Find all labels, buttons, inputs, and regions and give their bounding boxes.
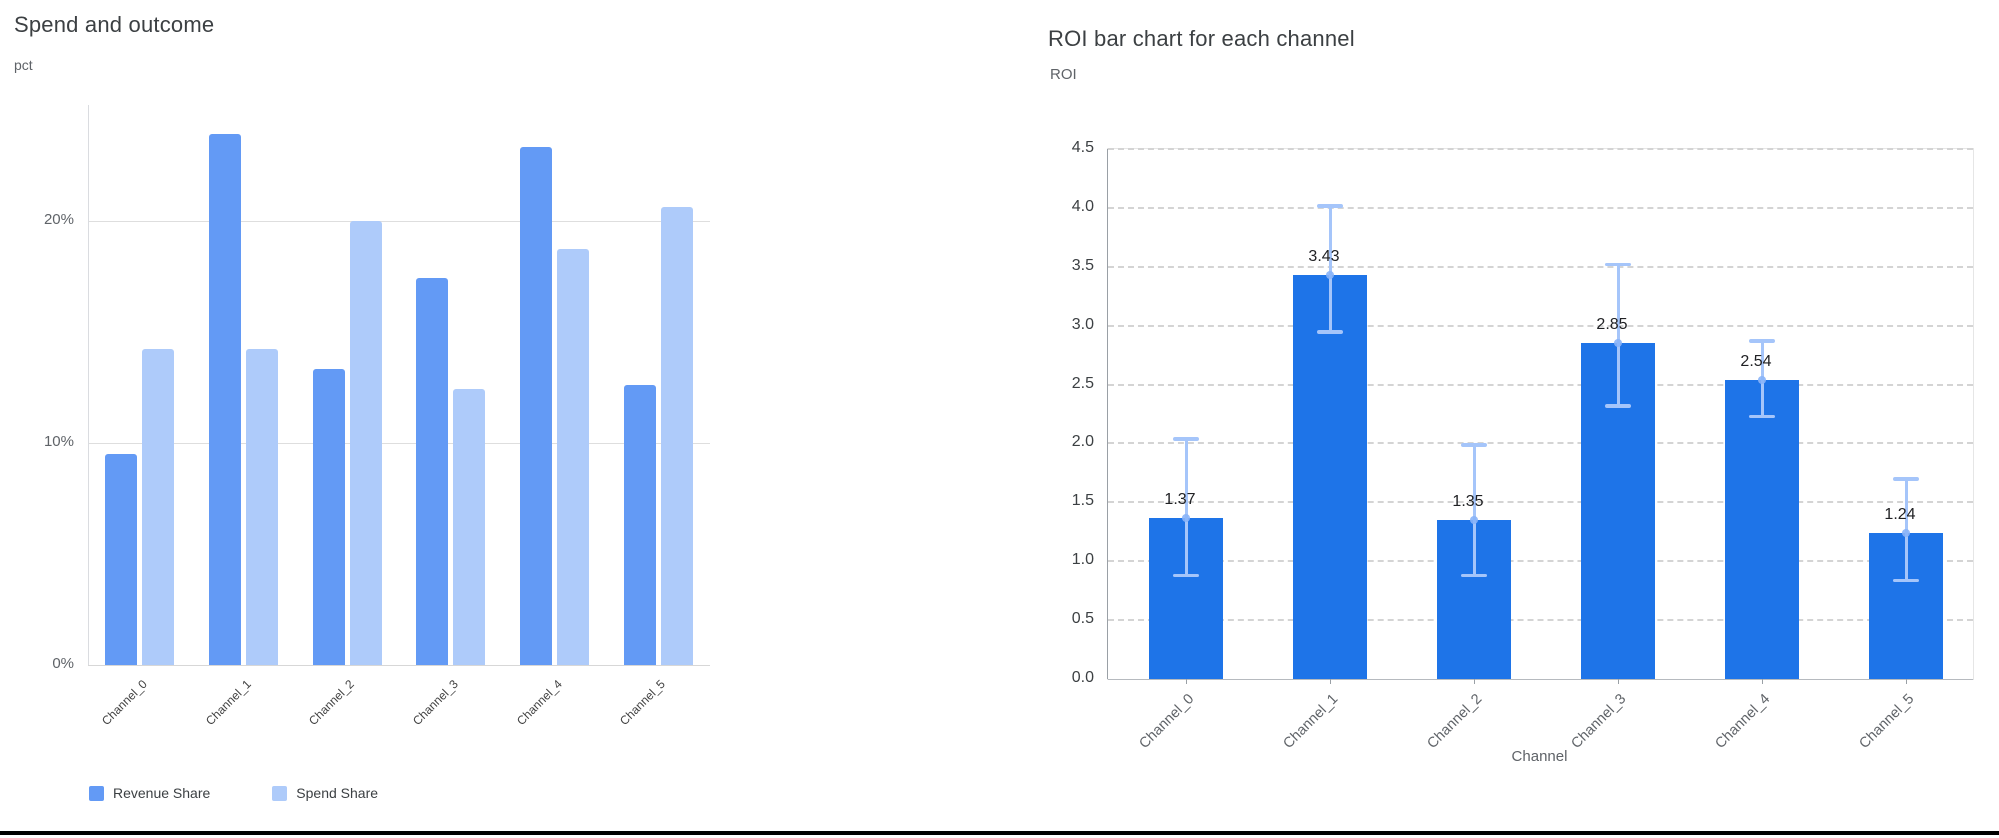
- error-bar-marker-channel_1: [1326, 271, 1334, 280]
- error-bar-cap-low-channel_2: [1461, 573, 1487, 578]
- roi-value-label-channel_5: 1.24: [1884, 505, 1916, 523]
- roi-value-label-channel_1: 3.43: [1308, 248, 1340, 266]
- bar-channel_2-revenue-share[interactable]: [312, 369, 345, 665]
- right-x-tickmark-channel_5: [1906, 679, 1907, 684]
- error-bar-line-channel_1: [1328, 205, 1332, 332]
- legend-item-spend-share[interactable]: Spend Share: [272, 785, 378, 801]
- bar-channel_3-revenue-share[interactable]: [416, 278, 449, 665]
- gridline-20%: [88, 220, 710, 222]
- left-y-tick-label: 20%: [43, 210, 74, 228]
- left-chart-legend: Revenue Share Spend Share: [89, 785, 378, 801]
- bar-channel_5-spend-share[interactable]: [660, 207, 693, 665]
- right-x-tickmark-channel_1: [1330, 679, 1331, 684]
- right-x-tickmark-channel_0: [1186, 679, 1187, 684]
- error-bar-cap-high-channel_0: [1173, 437, 1199, 441]
- bar-channel_0-revenue-share[interactable]: [105, 453, 138, 665]
- error-bar-cap-low-channel_0: [1173, 573, 1199, 578]
- left-x-tick-label-channel_1: Channel_1: [202, 677, 254, 728]
- bar-channel_3-spend-share[interactable]: [453, 389, 486, 665]
- right-y-tick-label: 2.5: [1071, 374, 1094, 392]
- bar-channel_4-revenue-share[interactable]: [520, 147, 552, 665]
- roi-bar-channel_4[interactable]: [1725, 379, 1799, 679]
- left-y-tick-label: 10%: [43, 432, 74, 450]
- gridline-1.5: [1108, 501, 1973, 504]
- error-bar-cap-low-channel_3: [1605, 404, 1631, 408]
- left-y-axis-unit-label: pct: [14, 57, 33, 73]
- left-x-tick-label-channel_5: Channel_5: [617, 677, 669, 728]
- right-x-tickmark-channel_4: [1762, 679, 1763, 684]
- roi-value-label-channel_4: 2.54: [1740, 352, 1772, 370]
- right-y-tick-label: 3.0: [1071, 315, 1094, 333]
- error-bar-marker-channel_2: [1470, 516, 1478, 524]
- right-y-axis-unit-label: ROI: [1050, 66, 1077, 83]
- error-bar-marker-channel_5: [1902, 528, 1910, 537]
- gridline-0.5: [1108, 619, 1973, 622]
- left-x-tick-label-channel_4: Channel_4: [513, 677, 565, 728]
- bar-channel_5-revenue-share[interactable]: [623, 385, 656, 665]
- roi-value-label-channel_2: 1.35: [1452, 493, 1484, 510]
- gridline-10%: [88, 442, 710, 444]
- error-bar-cap-high-channel_2: [1461, 443, 1487, 447]
- gridline-2.5: [1108, 383, 1973, 386]
- roi-value-label-channel_0: 1.37: [1164, 490, 1196, 508]
- error-bar-marker-channel_3: [1614, 339, 1622, 348]
- right-y-tick-label: 4.0: [1071, 197, 1094, 215]
- bar-channel_1-spend-share[interactable]: [246, 349, 278, 665]
- error-bar-marker-channel_0: [1182, 513, 1190, 522]
- right-x-tickmark-channel_3: [1618, 679, 1619, 684]
- bar-channel_4-spend-share[interactable]: [557, 249, 589, 665]
- gridline-3.5: [1108, 265, 1973, 268]
- right-y-tick-label: 4.5: [1071, 139, 1094, 156]
- left-x-tick-label-channel_0: Channel_0: [98, 677, 150, 728]
- error-bar-cap-low-channel_1: [1317, 330, 1343, 334]
- left-y-tick-label: 0%: [52, 655, 74, 672]
- gridline-4.5: [1108, 148, 1973, 150]
- error-bar-cap-high-channel_4: [1749, 339, 1775, 343]
- spend-share-swatch: [272, 785, 288, 801]
- right-y-tick-label: 0.5: [1071, 610, 1094, 628]
- gridline-2.0: [1108, 442, 1973, 445]
- left-y-axis-line: [88, 105, 89, 665]
- roi-plot-area: 0.0 0.5 1.0 1.5 2.0 2.5 3.0 3.5 4.0 4.5 1.37 Channe…: [1072, 139, 1974, 752]
- bar-channel_2-spend-share[interactable]: [349, 220, 382, 665]
- error-bar-cap-high-channel_3: [1605, 262, 1631, 267]
- right-x-axis-title: Channel: [1511, 748, 1568, 765]
- error-bar-cap-high-channel_5: [1893, 477, 1919, 481]
- revenue-share-swatch: [89, 785, 104, 801]
- right-y-axis-line: [1107, 149, 1108, 679]
- legend-label-spend-share: Spend Share: [296, 785, 379, 801]
- legend-label-revenue-share: Revenue Share: [113, 785, 211, 801]
- error-bar-line-channel_0: [1184, 438, 1188, 576]
- right-x-axis-baseline: [1108, 679, 1973, 680]
- error-bar-marker-channel_4: [1758, 375, 1766, 384]
- error-bar-cap-low-channel_4: [1749, 414, 1775, 419]
- error-bar-line-channel_3: [1616, 264, 1620, 406]
- legend-item-revenue-share[interactable]: Revenue Share: [89, 785, 210, 801]
- left-x-tick-label-channel_2: Channel_2: [306, 677, 358, 728]
- right-y-tick-label: 3.5: [1071, 256, 1094, 274]
- roi-value-label-channel_3: 2.85: [1596, 316, 1628, 334]
- error-bar-cap-high-channel_1: [1317, 204, 1343, 208]
- roi-bar-channel_1[interactable]: [1293, 275, 1367, 679]
- right-x-tickmark-channel_2: [1474, 679, 1475, 684]
- gridline-4.0: [1108, 206, 1973, 209]
- gridline-1.0: [1108, 560, 1973, 563]
- right-y-tick-label: 1.5: [1071, 492, 1094, 510]
- right-y-tick-label: 0.0: [1071, 669, 1094, 686]
- left-x-tick-label-channel_3: Channel_3: [409, 677, 461, 728]
- bar-channel_0-spend-share[interactable]: [142, 349, 175, 665]
- error-bar-cap-low-channel_5: [1893, 578, 1919, 583]
- error-bar-line-channel_2: [1472, 444, 1476, 576]
- right-chart-title: ROI bar chart for each channel: [1048, 26, 1355, 51]
- spend-outcome-plot-area: 0% 10% 20% Channel_0 Channel_1 Channel_2 Chann…: [44, 105, 710, 728]
- bar-channel_1-revenue-share[interactable]: [209, 133, 241, 665]
- right-y-tick-label: 2.0: [1071, 433, 1094, 451]
- gridline-3.0: [1108, 324, 1973, 327]
- window-bottom-border: [0, 831, 1999, 835]
- left-chart-title: Spend and outcome: [14, 12, 215, 37]
- right-y-tick-label: 1.0: [1071, 551, 1094, 569]
- left-x-axis-baseline: [88, 665, 710, 666]
